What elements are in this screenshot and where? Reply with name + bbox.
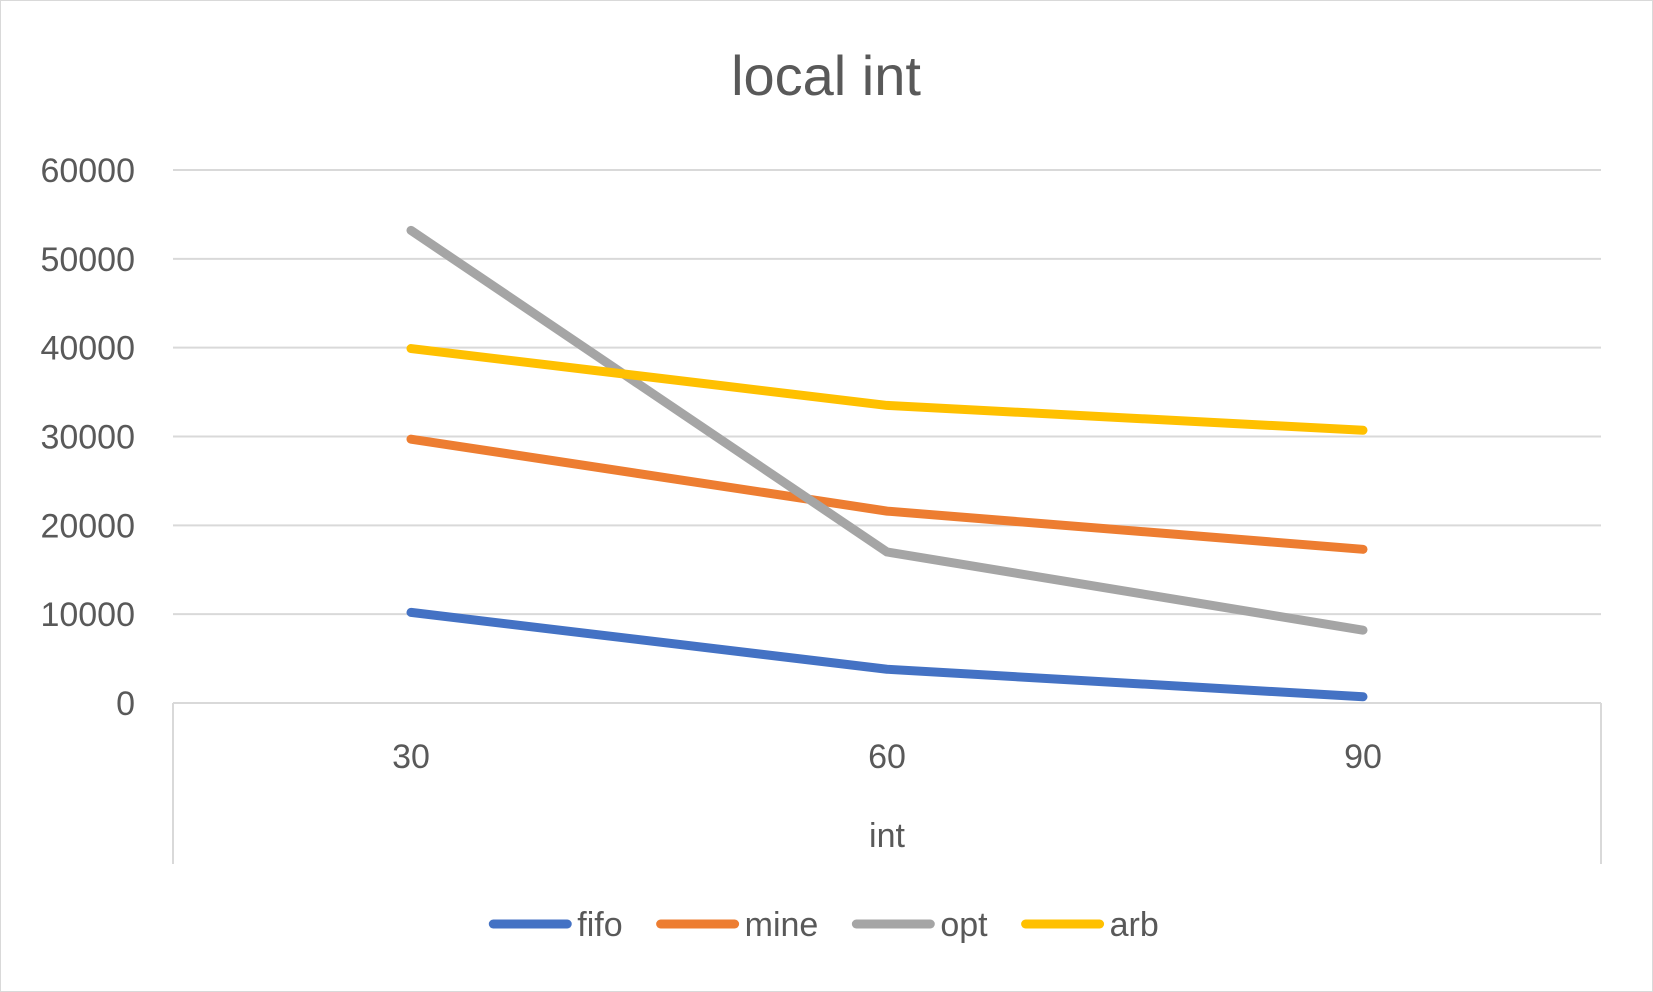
legend-label-mine: mine xyxy=(745,906,819,944)
series-line-arb xyxy=(406,344,1368,435)
x-tick-label: 60 xyxy=(868,738,906,776)
series-line-mine xyxy=(406,434,1368,554)
series-lines xyxy=(406,225,1368,702)
y-tick-label: 0 xyxy=(116,685,135,723)
chart-title: local int xyxy=(731,44,921,107)
series-line-opt xyxy=(406,225,1368,635)
y-tick-label: 60000 xyxy=(40,152,135,190)
y-tick-label: 30000 xyxy=(40,419,135,457)
x-axis-label: int xyxy=(869,817,905,855)
y-tick-label: 10000 xyxy=(40,596,135,634)
legend-label-arb: arb xyxy=(1110,906,1159,944)
y-tick-label: 50000 xyxy=(40,241,135,279)
y-axis-ticks: 0 10000 20000 30000 40000 50000 60000 xyxy=(40,152,135,723)
y-tick-label: 40000 xyxy=(40,330,135,368)
x-tick-label: 30 xyxy=(392,738,430,776)
y-tick-label: 20000 xyxy=(40,507,135,545)
x-tick-label: 90 xyxy=(1344,738,1382,776)
series-line-fifo xyxy=(406,607,1368,702)
x-axis: 30 60 90 xyxy=(172,703,1602,864)
legend-label-fifo: fifo xyxy=(577,906,622,944)
legend: fifo mine opt arb xyxy=(488,906,1159,944)
legend-label-opt: opt xyxy=(940,906,988,944)
gridlines xyxy=(173,169,1601,704)
